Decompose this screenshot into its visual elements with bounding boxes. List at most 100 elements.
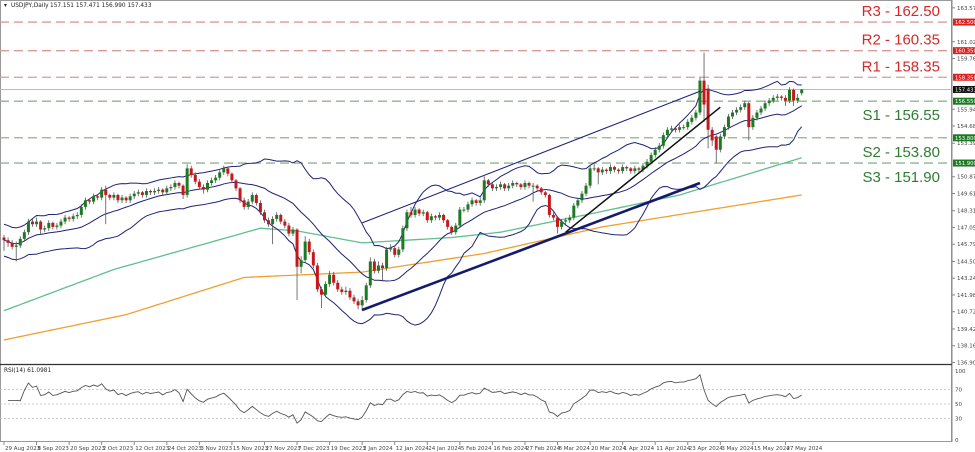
- candle: [682, 124, 686, 130]
- candle: [702, 52, 706, 122]
- candle-body: [360, 300, 364, 306]
- candle-body: [726, 116, 730, 128]
- candle-body: [173, 182, 177, 187]
- candle: [30, 218, 34, 227]
- candle-body: [39, 221, 43, 230]
- candle-body: [116, 194, 120, 201]
- candle: [299, 256, 303, 274]
- rsi-header: RSI(14) 61.0981: [4, 368, 51, 374]
- candle-body: [340, 289, 344, 293]
- candle-body: [706, 88, 710, 130]
- candle-body: [767, 100, 771, 104]
- candle-body: [665, 129, 669, 136]
- candle-body: [568, 217, 572, 221]
- candle-body: [731, 112, 735, 117]
- candle-body: [104, 189, 108, 195]
- candle: [669, 125, 673, 133]
- time-tick-label: 27 Nov 2023: [265, 446, 301, 452]
- candle-body: [128, 196, 132, 201]
- candle-body: [271, 218, 275, 225]
- candle: [67, 216, 71, 222]
- candle: [47, 220, 51, 231]
- candle-body: [608, 167, 612, 172]
- candle-body: [43, 228, 47, 230]
- candle-body: [617, 169, 621, 172]
- candle-body: [771, 97, 775, 101]
- candle: [617, 168, 621, 174]
- candle: [87, 198, 91, 205]
- candle: [104, 185, 108, 225]
- candle-body: [442, 214, 446, 221]
- candle: [275, 212, 279, 222]
- candle-body: [519, 184, 523, 187]
- candle-body: [75, 214, 79, 217]
- candle-body: [368, 261, 372, 286]
- candle: [653, 147, 657, 158]
- candle-body: [507, 185, 511, 189]
- candle: [572, 202, 576, 221]
- candle-body: [140, 192, 144, 195]
- candle-body: [405, 212, 409, 229]
- time-tick-label: 5 Feb 2024: [461, 446, 492, 452]
- candle: [311, 249, 315, 269]
- candle-body: [775, 96, 779, 98]
- candle-body: [96, 196, 100, 198]
- candle: [397, 246, 401, 258]
- candle-body: [344, 290, 348, 293]
- price-tick-label: 139.425: [957, 327, 975, 333]
- candle-body: [523, 182, 527, 187]
- rsi-tick-label: 30: [955, 416, 962, 422]
- chart-frame: [0, 0, 952, 442]
- candle-body: [511, 182, 515, 186]
- candle: [665, 127, 669, 138]
- candle-body: [621, 167, 625, 172]
- candle-body: [10, 242, 14, 247]
- candle: [83, 197, 87, 210]
- candle: [747, 101, 751, 141]
- rsi-tick-label: 0: [955, 438, 959, 444]
- candle: [149, 189, 153, 195]
- time-tick-label: 29 Aug 2023: [5, 446, 41, 452]
- price-axis[interactable]: 163.570 161.020 159.760 155.945 154.685 153.3…: [951, 0, 975, 442]
- price-tick-label: 161.020: [957, 40, 975, 46]
- candle: [722, 124, 726, 140]
- price-badge-r1: 158.350: [955, 75, 975, 81]
- candle: [739, 104, 743, 113]
- candle: [507, 182, 511, 191]
- bollinger-lower: [3, 126, 803, 326]
- candle-body: [690, 117, 694, 122]
- candle: [788, 87, 792, 104]
- candle: [409, 206, 413, 218]
- candle: [783, 95, 787, 106]
- candle: [26, 218, 30, 235]
- candle-body: [714, 136, 718, 150]
- level-label-s3: S3 - 151.90: [862, 169, 940, 186]
- candle-body: [165, 188, 169, 193]
- candle-body: [543, 192, 547, 195]
- candle-body: [153, 190, 157, 193]
- trendlines[interactable]: [361, 90, 721, 312]
- candle: [246, 198, 250, 210]
- candle: [767, 97, 771, 106]
- candle-body: [796, 97, 800, 101]
- candle: [258, 200, 262, 215]
- candle: [710, 127, 714, 146]
- candle-body: [547, 194, 551, 215]
- rsi-panel: 100 70 50 30 0: [0, 369, 966, 444]
- level-label-r1: R1 - 158.35: [862, 58, 940, 75]
- candle-body: [682, 127, 686, 129]
- candle-body: [136, 192, 140, 194]
- candle: [568, 214, 572, 223]
- candle: [348, 288, 352, 301]
- level-labels: R3 - 162.50 R2 - 160.35 R1 - 158.35 S1 - 15…: [862, 3, 940, 186]
- price-badge-s2-bg: [953, 134, 975, 142]
- candle: [10, 240, 14, 250]
- candle: [641, 163, 645, 173]
- candle-body: [92, 196, 96, 202]
- candle-body: [499, 184, 503, 187]
- current-price-badge-bg: [953, 85, 975, 93]
- price-tick-label: 153.390: [957, 141, 975, 147]
- candle: [132, 190, 136, 199]
